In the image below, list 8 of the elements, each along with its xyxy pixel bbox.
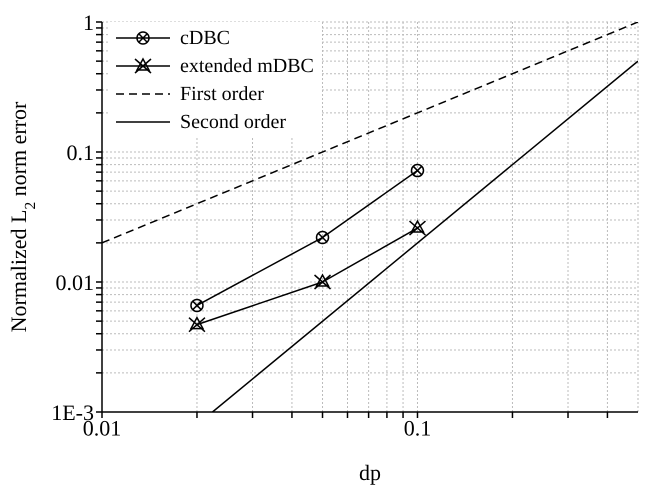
y-tick-label: 1 [83, 10, 94, 35]
y-tick-label: 0.01 [56, 270, 94, 295]
legend-label: Second order [180, 110, 286, 134]
y-tick-label: 0.1 [66, 140, 94, 165]
legend-label: First order [180, 82, 264, 106]
x-axis-title: dp [359, 460, 381, 485]
legend-label: cDBC [180, 26, 230, 50]
legend-label: extended mDBC [180, 54, 314, 78]
